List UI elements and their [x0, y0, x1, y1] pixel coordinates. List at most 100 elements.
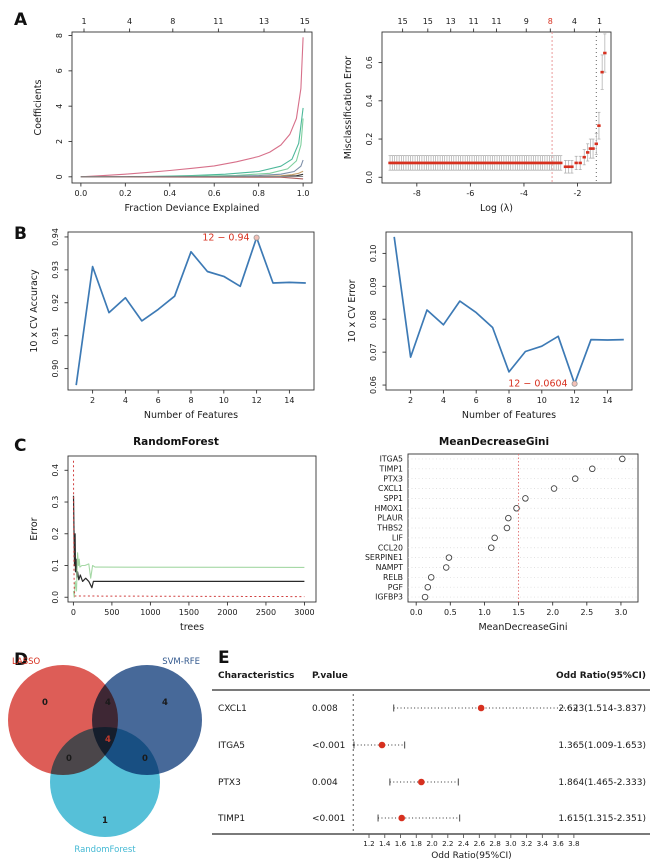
venn-circles — [8, 665, 202, 837]
top-axis-label: 1 — [81, 17, 86, 26]
x-axis-label: Fraction Deviance Explained — [125, 203, 260, 214]
forest-axis-tick: 3.8 — [568, 839, 580, 848]
cv-point — [408, 161, 413, 165]
cv-point — [474, 161, 479, 165]
y-tick-label: 0.1 — [51, 559, 60, 572]
y-tick-label: 0.06 — [369, 376, 378, 394]
cv-point — [411, 161, 415, 165]
x-tick-label: 500 — [104, 608, 119, 617]
randomforest-error-svg: 0 500 1000 1500 2000 2500 3000 0.0 0.1 0.2 0.3 0.4 t… — [29, 455, 317, 633]
y-tick-label: 0.2 — [365, 133, 374, 146]
plot-frame — [381, 31, 612, 184]
forest-axis-tick: 1.2 — [363, 839, 374, 848]
x-tick-label: 0.8 — [252, 189, 265, 198]
y-tick-label: 0.3 — [51, 496, 60, 509]
venn-count-all: 4 — [105, 735, 111, 745]
y-axis-label: Misclassification Error — [343, 56, 354, 160]
cv-point — [554, 161, 558, 165]
gini-point — [491, 534, 498, 542]
gini-point — [445, 554, 453, 561]
y-tick-label: 0.09 — [369, 277, 378, 295]
forest-row-name: PTX3 — [218, 778, 241, 788]
x-tick-label: 0.0 — [75, 189, 88, 198]
cv-point — [563, 165, 568, 169]
venn-label-randomforest: RandomForest — [74, 845, 136, 855]
plot-frame — [67, 231, 315, 391]
gene-label: IGFBP3 — [375, 593, 403, 602]
top-axis-label: 11 — [213, 17, 223, 26]
top-axis-label: 8 — [170, 17, 175, 26]
cv-point — [524, 161, 529, 165]
x-axis-label: Number of Features — [144, 410, 238, 421]
y-axis-label: 10 x CV Error — [347, 279, 358, 342]
y-tick-label: 8 — [55, 33, 64, 38]
cv-point — [534, 161, 538, 165]
x-axis-label: MeanDecreaseGini — [478, 622, 567, 633]
cv-point — [515, 161, 520, 165]
cv-point — [397, 161, 401, 165]
forest-axis-tick: 2.8 — [489, 839, 501, 848]
forest-row-pvalue: 0.008 — [312, 704, 338, 714]
x-tick-label: 8 — [506, 396, 511, 405]
gini-point — [589, 465, 596, 473]
cv-point — [527, 161, 531, 165]
top-axis-label: 15 — [300, 17, 310, 26]
gini-point — [427, 574, 435, 581]
cv-point — [545, 161, 549, 165]
cv-point — [506, 161, 511, 165]
cv-point — [458, 161, 463, 165]
cv-point — [449, 161, 454, 165]
gini-point — [513, 505, 520, 512]
forest-row-or-label: 1.615(1.315-2.351) — [558, 814, 646, 824]
cv-point — [490, 161, 495, 165]
gene-label: CCL20 — [378, 543, 403, 552]
forest-header-pvalue: P.value — [312, 671, 348, 681]
cv-point — [522, 161, 527, 165]
cv-point — [417, 161, 422, 165]
cv-point — [456, 161, 461, 165]
x-tick-label: 1.0 — [297, 189, 310, 198]
x-tick-label: 2.5 — [580, 608, 593, 617]
gini-title: MeanDecreaseGini — [438, 436, 550, 448]
cv-point — [390, 161, 395, 165]
cv-point — [436, 161, 440, 165]
cv-point — [497, 161, 502, 165]
cv-point — [556, 161, 561, 165]
gini-point — [503, 524, 511, 532]
forest-row-name: ITGA5 — [218, 741, 245, 751]
venn-count-lasso-rf: 0 — [66, 754, 72, 764]
forest-axis-tick: 2.4 — [458, 839, 470, 848]
plot-frame — [385, 231, 633, 391]
y-tick-label: 0.92 — [51, 294, 60, 312]
x-tick-label: 0.0 — [410, 608, 423, 617]
y-tick-label: 0.6 — [365, 56, 374, 69]
cv-point — [401, 161, 406, 165]
cv-point — [504, 161, 508, 165]
forest-header-oddratio: Odd Ratio(95%CI) — [556, 671, 646, 681]
cv-error — [393, 236, 624, 385]
top-axis-label: 11 — [469, 17, 479, 26]
cv-point — [392, 161, 397, 165]
cv-point — [479, 161, 483, 165]
cv-point — [395, 161, 399, 165]
x-tick-label: 6 — [474, 396, 479, 405]
gini-point — [424, 583, 432, 591]
cv-point — [531, 161, 536, 165]
x-tick-label: 0.6 — [208, 189, 221, 198]
x-tick-label: 4 — [123, 396, 128, 405]
cv-point — [413, 161, 417, 165]
gene-label: HMOX1 — [374, 504, 403, 513]
x-tick-label: 14 — [602, 396, 612, 405]
gini-point — [550, 485, 558, 492]
cv-point — [588, 147, 593, 150]
forest-row-pvalue: <0.001 — [312, 814, 345, 824]
cv-point — [591, 147, 595, 150]
gene-label: PTX3 — [383, 474, 403, 483]
cv-point — [477, 161, 481, 165]
best-point-marker — [253, 234, 260, 241]
x-tick-label: 0 — [71, 608, 76, 617]
gene-label: SERPINE1 — [365, 553, 403, 562]
x-tick-label: 2 — [408, 396, 413, 405]
forest-point-estimate — [378, 741, 386, 749]
